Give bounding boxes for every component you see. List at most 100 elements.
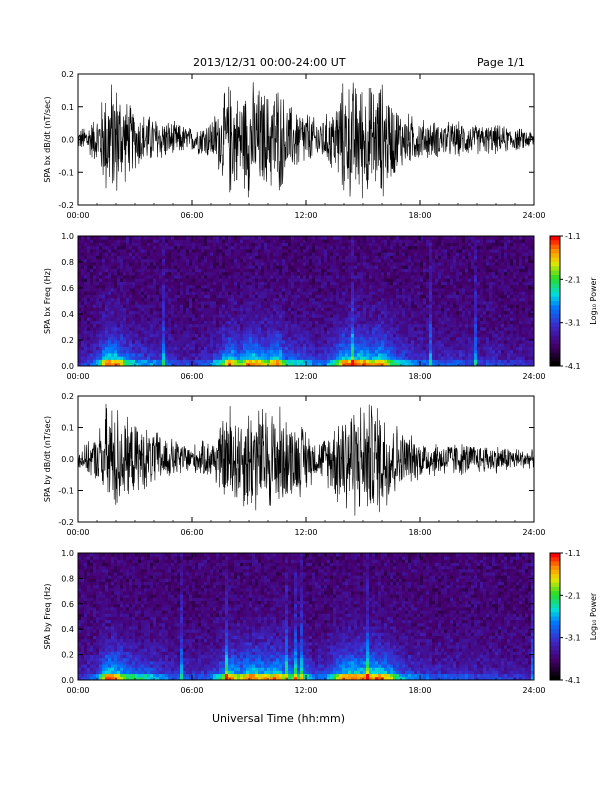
heatmap-cell <box>351 314 355 318</box>
heatmap-cell <box>360 301 364 305</box>
heatmap-cell <box>222 245 226 250</box>
heatmap-cell <box>351 265 355 269</box>
heatmap-cell <box>90 349 94 354</box>
heatmap-cell <box>411 278 415 282</box>
heatmap-cell <box>216 343 220 347</box>
heatmap-cell <box>204 297 208 302</box>
heatmap-cell <box>249 340 253 344</box>
heatmap-cell <box>291 356 295 360</box>
heatmap-cell <box>321 271 325 276</box>
heatmap-cell <box>432 255 436 260</box>
heatmap-cell <box>441 297 445 302</box>
heatmap-cell <box>444 291 448 295</box>
heatmap-cell <box>333 330 337 334</box>
heatmap-cell <box>438 249 442 253</box>
heatmap-cell <box>366 323 370 328</box>
heatmap-cell <box>438 327 442 331</box>
heatmap-cell <box>384 301 388 305</box>
heatmap-cell <box>144 359 148 364</box>
heatmap-cell <box>255 333 259 338</box>
heatmap-cell <box>93 288 97 292</box>
heatmap-cell <box>159 239 163 243</box>
heatmap-cell <box>126 278 130 282</box>
heatmap-cell <box>372 281 376 286</box>
heatmap-cell <box>177 320 181 325</box>
heatmap-cell <box>270 265 274 269</box>
heatmap-cell <box>390 262 394 266</box>
heatmap-cell <box>255 288 259 292</box>
heatmap-cell <box>321 340 325 344</box>
heatmap-cell <box>228 288 232 292</box>
heatmap-cell <box>357 281 361 286</box>
heatmap-cell <box>411 265 415 269</box>
heatmap-cell <box>366 304 370 308</box>
heatmap-cell <box>108 275 112 279</box>
heatmap-cell <box>426 294 430 299</box>
heatmap-cell <box>402 317 406 321</box>
heatmap-cell <box>288 271 292 276</box>
heatmap-cell <box>186 359 190 364</box>
heatmap-cell <box>396 336 400 341</box>
heatmap-cell <box>423 294 427 299</box>
heatmap-cell <box>312 330 316 334</box>
heatmap-cell <box>444 343 448 347</box>
heatmap-cell <box>315 353 319 357</box>
heatmap-cell <box>441 336 445 341</box>
heatmap-cell <box>159 291 163 295</box>
heatmap-cell <box>222 249 226 253</box>
heatmap-cell <box>183 336 187 341</box>
heatmap-cell <box>303 343 307 347</box>
heatmap-cell <box>153 265 157 269</box>
heatmap-cell <box>168 317 172 321</box>
heatmap-cell <box>393 307 397 312</box>
heatmap-cell <box>333 281 337 286</box>
heatmap-cell <box>315 333 319 338</box>
heatmap-cell <box>207 310 211 315</box>
heatmap-cell <box>366 349 370 354</box>
heatmap-cell <box>234 268 238 273</box>
heatmap-cell <box>144 362 148 367</box>
heatmap-cell <box>312 278 316 282</box>
heatmap-cell <box>270 236 274 240</box>
heatmap-cell <box>423 353 427 357</box>
heatmap-cell <box>303 288 307 292</box>
heatmap-cell <box>249 258 253 263</box>
heatmap-cell <box>294 249 298 253</box>
heatmap-cell <box>414 245 418 250</box>
heatmap-cell <box>387 242 391 247</box>
heatmap-cell <box>369 330 373 334</box>
heatmap-cell <box>141 278 145 282</box>
heatmap-cell <box>174 278 178 282</box>
heatmap-cell <box>426 340 430 344</box>
heatmap-cell <box>255 356 259 360</box>
heatmap-cell <box>318 278 322 282</box>
heatmap-cell <box>195 255 199 260</box>
heatmap-cell <box>201 330 205 334</box>
heatmap-cell <box>312 362 316 367</box>
heatmap-cell <box>120 330 124 334</box>
heatmap-cell <box>210 278 214 282</box>
heatmap-cell <box>102 320 106 325</box>
heatmap-cell <box>432 258 436 263</box>
heatmap-cell <box>303 284 307 289</box>
heatmap-cell <box>435 304 439 308</box>
heatmap-cell <box>225 291 229 295</box>
heatmap-cell <box>183 320 187 325</box>
heatmap-cell <box>372 359 376 364</box>
heatmap-cell <box>183 245 187 250</box>
heatmap-cell <box>90 356 94 360</box>
heatmap-cell <box>366 258 370 263</box>
x-axis-label: Universal Time (hh:mm) <box>212 712 345 725</box>
heatmap-cell <box>174 271 178 276</box>
heatmap-cell <box>336 314 340 318</box>
heatmap-cell <box>444 275 448 279</box>
heatmap-cell <box>216 262 220 266</box>
heatmap-cell <box>153 340 157 344</box>
heatmap-cell <box>279 268 283 273</box>
heatmap-cell <box>81 304 85 308</box>
heatmap-cell <box>309 239 313 243</box>
heatmap-cell <box>246 271 250 276</box>
heatmap-cell <box>126 271 130 276</box>
heatmap-cell <box>318 265 322 269</box>
heatmap-cell <box>411 340 415 344</box>
